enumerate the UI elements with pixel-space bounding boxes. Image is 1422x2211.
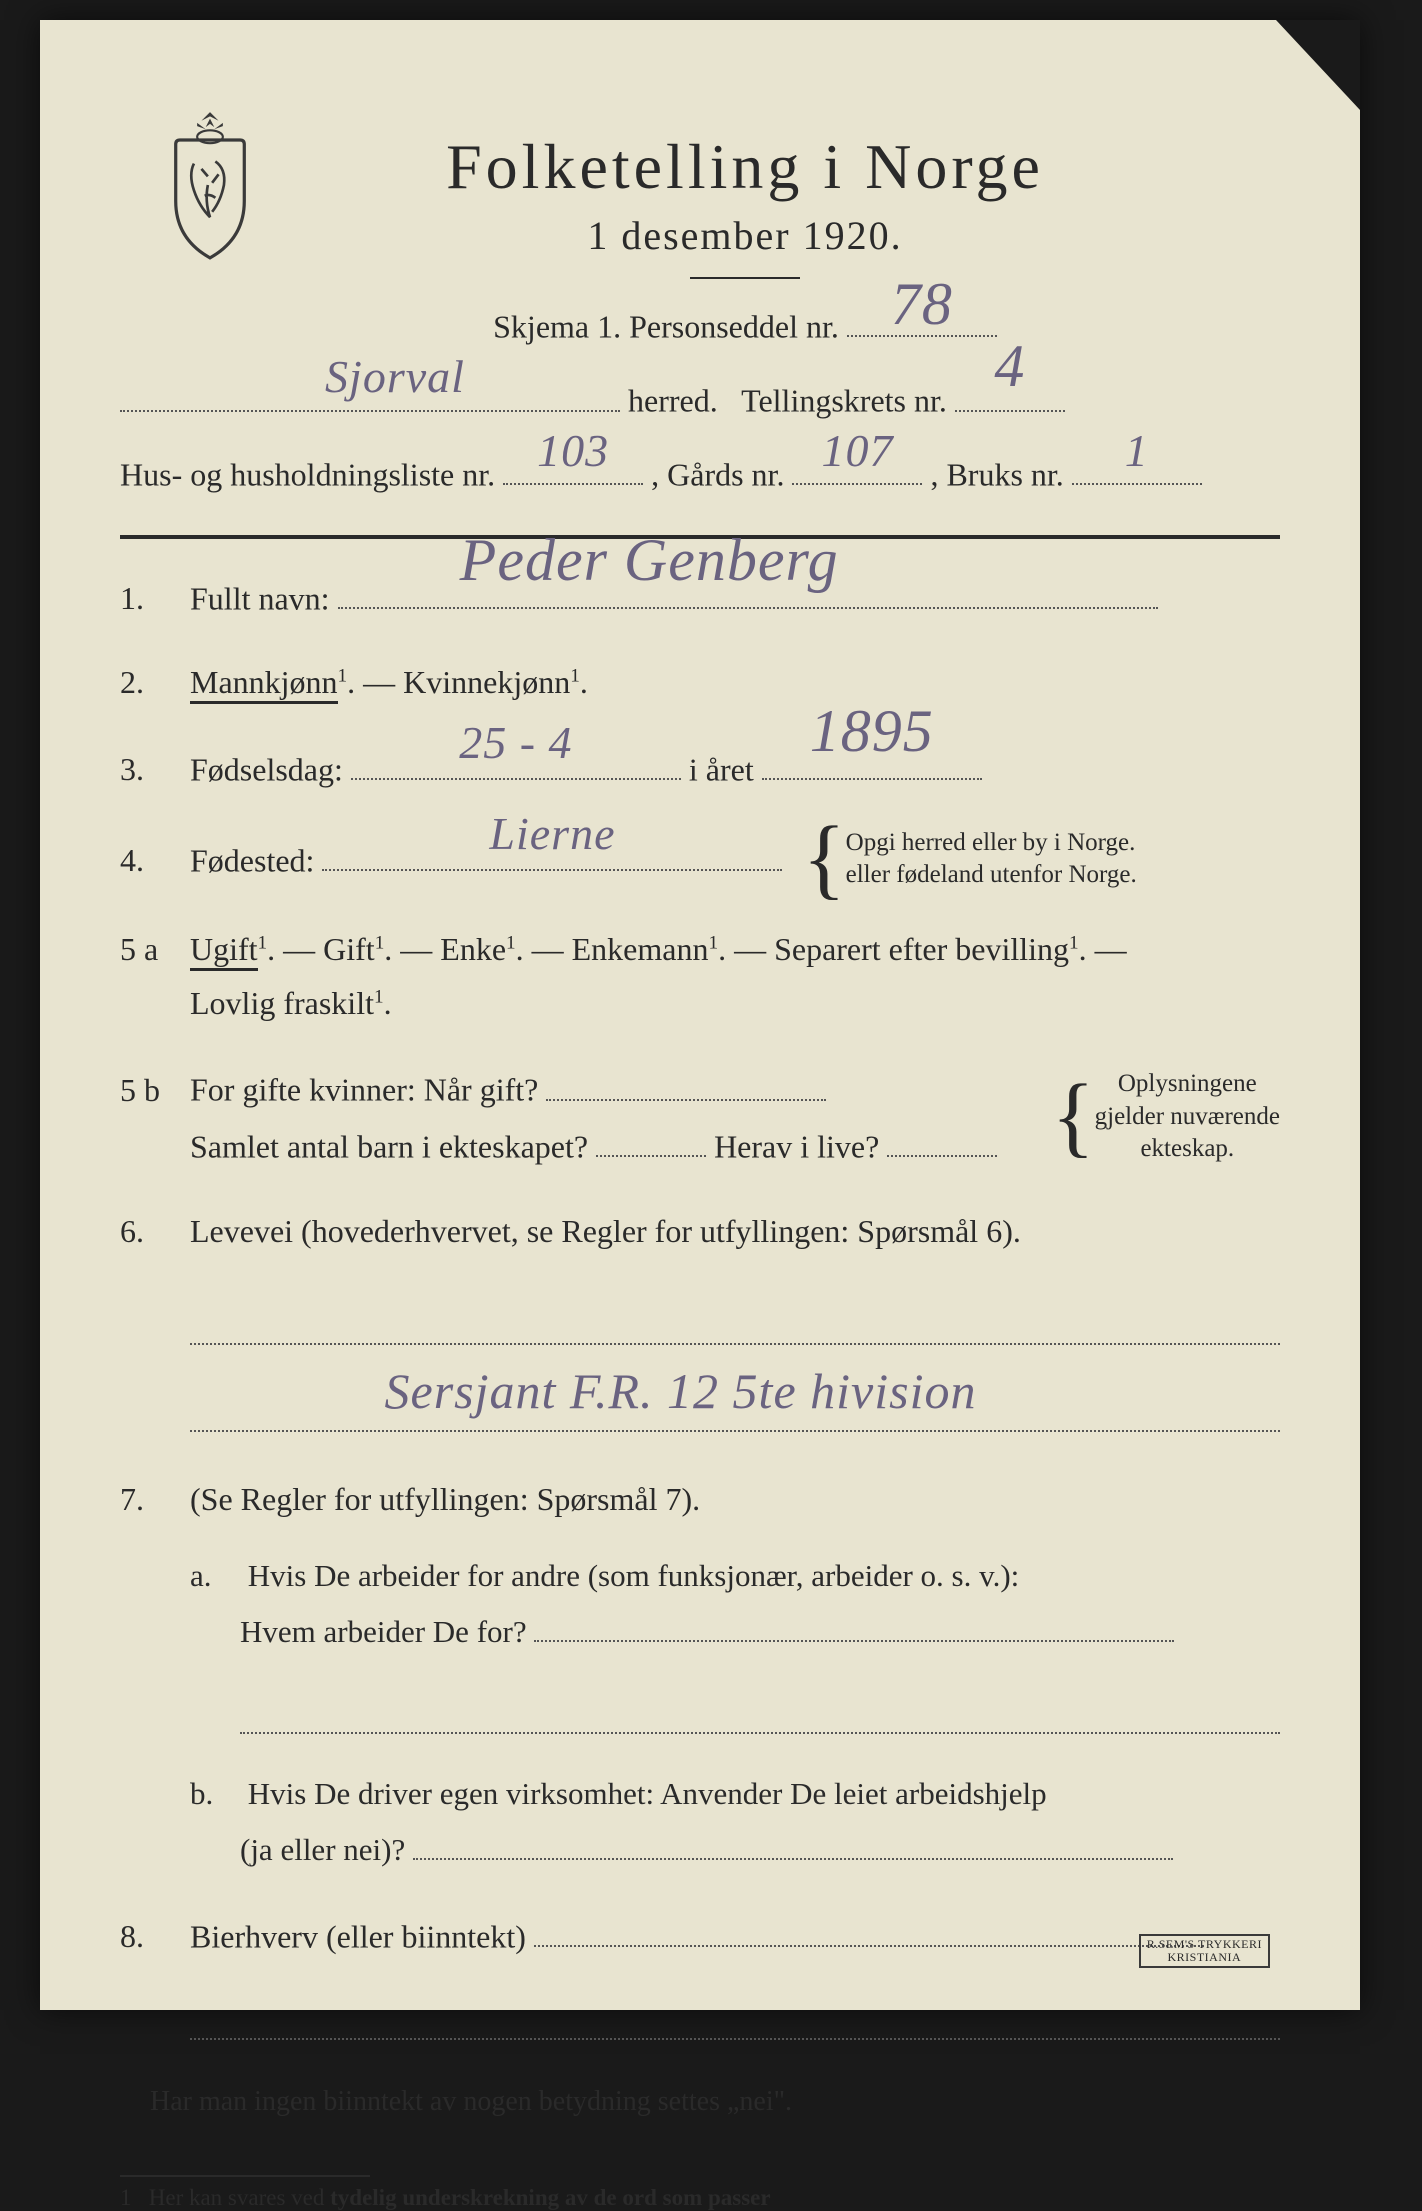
q4-num: 4. [120,842,190,879]
gards-label: , Gårds nr. [651,456,784,492]
hus-label: Hus- og husholdningsliste nr. [120,456,495,492]
q7a-num: a. [190,1550,240,1603]
q1-label: Fullt navn: [190,580,330,616]
q5b-line1: For gifte kvinner: Når gift? [190,1072,538,1108]
form-title: Folketelling i Norge [210,130,1280,204]
q7b: b. Hvis De driver egen virksomhet: Anven… [190,1768,1280,1877]
q7: 7. (Se Regler for utfyllingen: Spørsmål … [120,1472,1280,1526]
census-form: Folketelling i Norge 1 desember 1920. Sk… [40,20,1360,2010]
q5b-line2b: Herav i live? [714,1128,879,1164]
q7a: a. Hvis De arbeider for andre (som funks… [190,1550,1280,1734]
hus-value: 103 [537,414,609,488]
q3-day: 25 - 4 [459,704,572,782]
q8: 8. Bierhverv (eller biinntekt) [120,1907,1280,2041]
form-header: Folketelling i Norge 1 desember 1920. Sk… [210,130,1280,345]
q4-label: Fødested: [190,842,314,878]
form-date: 1 desember 1920. [210,212,1280,259]
q3-year: 1895 [810,680,934,782]
gards-value: 107 [821,414,893,488]
footnote-rule [120,2175,370,2177]
q6: 6. Levevei (hovederhvervet, se Regler fo… [120,1204,1280,1432]
brace-icon: { [1051,1090,1094,1144]
coat-of-arms-icon [155,110,265,260]
q3-num: 3. [120,751,190,788]
q8-num: 8. [120,1918,190,1955]
q7a-line2: Hvem arbeider De for? [240,1614,527,1649]
tellingskrets-value: 4 [994,318,1025,414]
q2-num: 2. [120,664,190,701]
q2-mannkjonn: Mannkjønn [190,664,338,704]
q7b-line2: (ja eller nei)? [240,1832,405,1867]
q7b-line1: Hvis De driver egen virksomhet: Anvender… [248,1776,1047,1811]
q5a-enke: Enke [440,931,506,967]
q7-label: (Se Regler for utfyllingen: Spørsmål 7). [190,1472,1280,1526]
q1: 1. Fullt navn: Peder Genberg [120,569,1280,626]
q6-label: Levevei (hovederhvervet, se Regler for u… [190,1213,1021,1249]
q8-label: Bierhverv (eller biinntekt) [190,1918,526,1954]
divider [690,277,800,279]
q5a-gift: Gift [323,931,375,967]
skjema-label: Skjema 1. Personseddel nr. [493,308,839,344]
q5b-line2a: Samlet antal barn i ekteskapet? [190,1128,588,1164]
q1-num: 1. [120,580,190,617]
q5b-note: Oplysningene gjelder nuværende ekteskap. [1095,1068,1280,1166]
q3-label: Fødselsdag: [190,751,343,787]
q4-note: Opgi herred eller by i Norge. eller føde… [846,827,1137,892]
footnote: 1 Her kan svares ved tydelig underskrekn… [120,2185,1280,2211]
q7b-num: b. [190,1768,240,1821]
q5a: 5 a Ugift1. — Gift1. — Enke1. — Enkemann… [120,922,1280,1031]
q6-num: 6. [120,1213,190,1250]
q2-kvinnekjonn: Kvinnekjønn [403,664,570,700]
q5b-num: 5 b [120,1072,190,1109]
meta-row-1: Sjorval herred. Tellingskrets nr. 4 [120,371,1280,427]
q5a-enkemann: Enkemann [572,931,709,967]
q2: 2. Mannkjønn1. — Kvinnekjønn1. [120,655,1280,709]
brace-icon: { [802,832,845,886]
herred-value: Sjorval [325,340,465,414]
herred-label: herred. [628,383,718,419]
q5a-separert: Separert efter bevilling [774,931,1069,967]
q4-value: Lierne [489,795,615,873]
q7a-line1: Hvis De arbeider for andre (som funksjon… [248,1558,1020,1593]
q5a-num: 5 a [120,931,190,968]
q7-num: 7. [120,1481,190,1518]
q4: 4. Fødested: Lierne { Opgi herred eller … [120,827,1280,892]
printer-stamp: R.SEM'S TRYKKERI KRISTIANIA [1139,1934,1270,1968]
q5a-ugift: Ugift [190,931,258,971]
person-nr-value: 78 [891,270,953,339]
personseddel-line: Skjema 1. Personseddel nr. 78 [210,297,1280,345]
meta-row-2: Hus- og husholdningsliste nr. 103 , Gård… [120,445,1280,501]
bruks-label: , Bruks nr. [930,456,1063,492]
q1-value: Peder Genberg [460,509,839,611]
bruks-value: 1 [1125,414,1149,488]
q5b: 5 b For gifte kvinner: Når gift? Samlet … [120,1060,1280,1174]
q6-value: Sersjant F.R. 12 5te hivision [385,1349,977,1434]
q5a-fraskilt: Lovlig fraskilt [190,985,374,1021]
closing-note: Har man ingen biinntekt av nogen betydni… [150,2080,1280,2125]
q3-mid: i året [689,751,754,787]
q3: 3. Fødselsdag: 25 - 4 i året 1895 [120,740,1280,797]
